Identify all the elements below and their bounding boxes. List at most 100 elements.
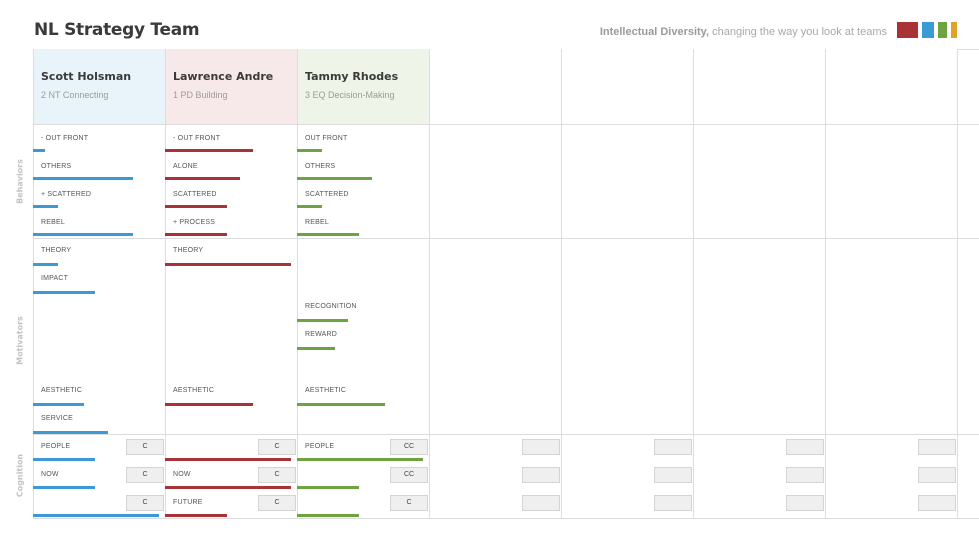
member-name: Scott Holsman [41,70,132,83]
behavior-bar [297,205,322,208]
motivator-bar [165,263,291,266]
member-type: 1 PD Building [173,90,228,100]
section-label-motivators: Motivators [15,316,25,365]
cognition-code-box[interactable] [654,495,692,511]
tagline: Intellectual Diversity, changing the way… [600,26,887,38]
cognition-label: NOW [173,471,191,478]
member-header [826,49,957,124]
motivator-bar [297,403,385,406]
cognition-code-box[interactable]: C [390,495,428,511]
cognition-label: NOW [41,471,59,478]
cognition-bar [297,486,359,489]
motivator-label: THEORY [173,247,204,254]
motivator-label: REWARD [305,331,338,338]
logo-block-blue [922,22,934,38]
behavior-label: + PROCESS [173,219,216,226]
grid-hline [33,124,979,125]
behavior-bar [165,233,227,236]
cognition-code-box[interactable] [918,495,956,511]
cognition-code-box[interactable] [522,467,560,483]
motivator-label: AESTHETIC [173,387,215,394]
member-header: Tammy Rhodes 3 EQ Decision-Making [298,49,429,124]
cognition-code-box[interactable]: C [258,439,296,455]
page-title: NL Strategy Team [34,20,200,40]
behavior-label: - OUT FRONT [41,135,89,142]
behavior-label: REBEL [41,219,65,226]
motivator-bar [33,291,95,294]
cognition-code-box[interactable] [786,439,824,455]
cognition-bar [297,514,359,517]
cognition-bar [165,514,227,517]
cognition-code-box[interactable]: C [126,495,164,511]
motivator-bar [297,319,348,322]
cognition-bar [297,458,423,461]
member-name: Tammy Rhodes [305,70,399,83]
cognition-code-box[interactable] [918,439,956,455]
cognition-bar [33,458,95,461]
grid-vline [429,49,430,518]
cognition-code-box[interactable] [522,439,560,455]
behavior-label: OTHERS [41,163,72,170]
member-header [694,49,825,124]
logo-block-green [938,22,947,38]
motivator-bar [33,263,58,266]
cognition-label: FUTURE [173,499,203,506]
behavior-bar [33,205,58,208]
grid-vline [561,49,562,518]
grid-vline [165,49,166,518]
behavior-label: OUT FRONT [305,135,348,142]
motivator-bar [165,403,253,406]
cognition-code-box[interactable] [918,467,956,483]
motivator-label: RECOGNITION [305,303,357,310]
cognition-code-box[interactable] [786,467,824,483]
grid-vline [693,49,694,518]
cognition-bar [33,514,159,517]
behavior-label: + SCATTERED [41,191,92,198]
behavior-label: REBEL [305,219,329,226]
behavior-label: OTHERS [305,163,336,170]
motivator-label: IMPACT [41,275,69,282]
cognition-code-box[interactable] [786,495,824,511]
behavior-bar [165,177,240,180]
motivator-label: AESTHETIC [41,387,83,394]
cognition-code-box[interactable]: C [126,439,164,455]
behavior-label: SCATTERED [173,191,217,198]
cognition-code-box[interactable]: C [258,467,296,483]
motivator-bar [297,347,335,350]
cognition-code-box[interactable] [654,467,692,483]
cognition-code-box[interactable]: C [258,495,296,511]
member-type: 2 NT Connecting [41,90,109,100]
behavior-label: SCATTERED [305,191,349,198]
behavior-bar [297,149,322,152]
cognition-code-box[interactable] [522,495,560,511]
cognition-bar [165,458,291,461]
logo-block-yellow [951,22,957,38]
behavior-label: ALONE [173,163,198,170]
tagline-rest: changing the way you look at teams [709,26,887,38]
member-type: 3 EQ Decision-Making [305,90,395,100]
cognition-label: PEOPLE [305,443,335,450]
motivator-bar [33,403,84,406]
grid-vline [825,49,826,518]
cognition-label: PEOPLE [41,443,71,450]
behavior-bar [165,149,253,152]
logo-block-red [897,22,918,38]
motivator-label: SERVICE [41,415,74,422]
grid-vline [297,49,298,518]
behavior-label: - OUT FRONT [173,135,221,142]
section-label-cognition: Cognition [15,453,25,498]
motivator-label: THEORY [41,247,72,254]
grid-vline [957,49,958,518]
grid-hline [33,434,979,435]
behavior-bar [33,233,133,236]
grid-hline [33,238,979,239]
cognition-code-box[interactable] [654,439,692,455]
cognition-code-box[interactable]: CC [390,439,428,455]
behavior-bar [33,149,45,152]
grid-vline [33,49,34,518]
section-label-behaviors: Behaviors [15,159,25,204]
cognition-code-box[interactable]: CC [390,467,428,483]
cognition-code-box[interactable]: C [126,467,164,483]
grid-hline [33,518,979,519]
behavior-bar [165,205,227,208]
